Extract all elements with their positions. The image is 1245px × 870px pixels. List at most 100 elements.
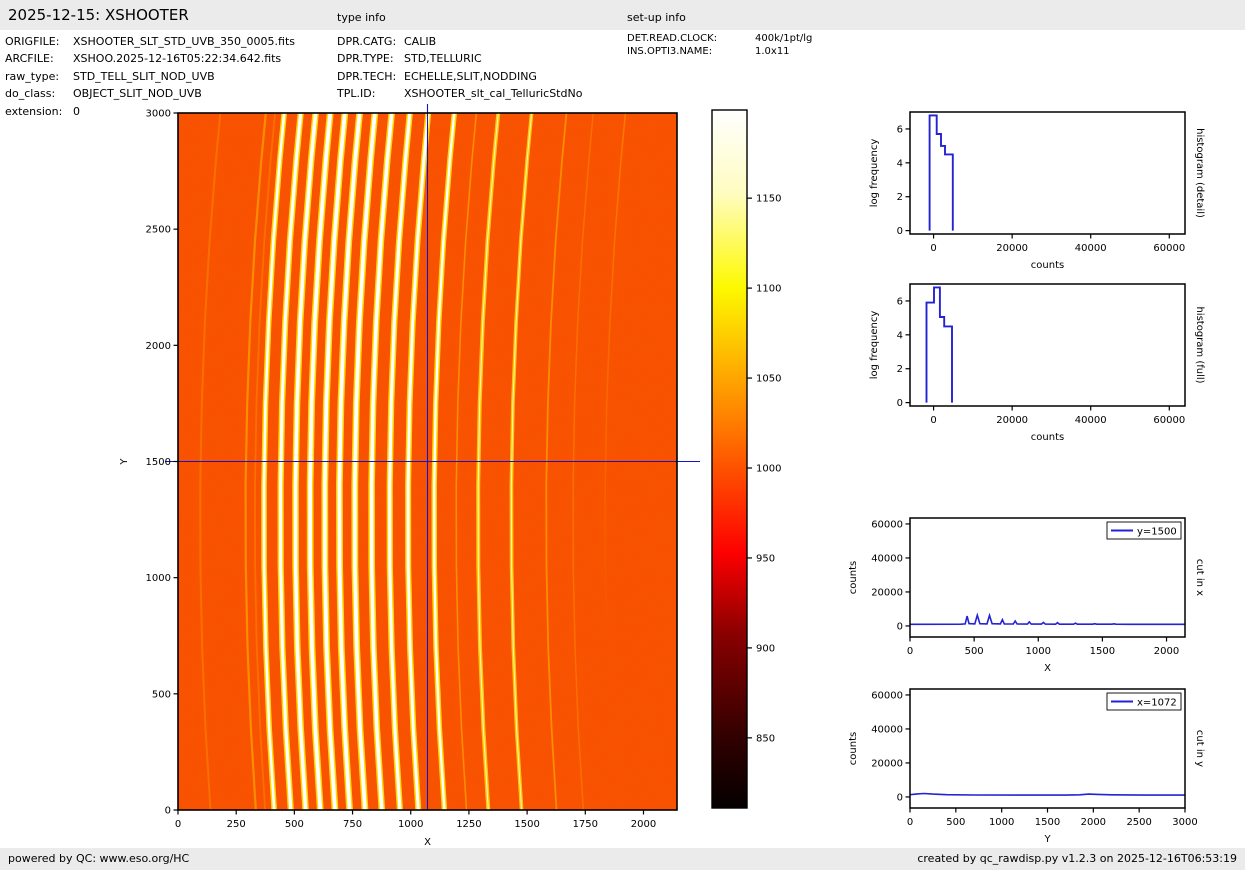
- y-tick-label: 1500: [146, 457, 171, 468]
- meta-label: extension:: [5, 104, 63, 118]
- y-tick-label: 6: [897, 296, 903, 307]
- header-bar: 2025-12-15: XSHOOTER type info set-up in…: [0, 0, 1245, 30]
- data-curve: [909, 612, 1185, 626]
- echelle-order: [477, 113, 499, 810]
- x-tick-label: 1000: [398, 819, 423, 830]
- colorbar-tick-label: 1000: [756, 463, 781, 474]
- yaxis-label: log frequency: [869, 311, 880, 380]
- x-tick-label: 250: [227, 819, 246, 830]
- echelle-order: [244, 113, 267, 810]
- x-tick-label: 500: [965, 646, 984, 657]
- y-tick-label: 1000: [146, 573, 171, 584]
- plot-right-label: cut in x: [1194, 559, 1205, 596]
- raw-image-plot: 0 250 500 750 1000 1250 1500 1750 2000 0 500 1000 15…: [119, 104, 700, 848]
- echelle-order: [278, 113, 303, 810]
- meta-row: ORIGFILE: XSHOOTER_SLT_STD_UVB_350_0005.f…: [5, 33, 295, 50]
- legend-label: y=1500: [1137, 527, 1177, 538]
- echelle-order: [352, 113, 377, 810]
- x-tick-label: 750: [343, 819, 362, 830]
- footer-created-by: created by qc_rawdisp.py v1.2.3 on 2025-…: [917, 852, 1237, 865]
- x-tick-label: 2000: [631, 819, 656, 830]
- meta-value: CALIB: [404, 35, 437, 48]
- meta-value: STD_TELL_SLIT_NOD_UVB: [73, 69, 215, 83]
- x-tick-label: 1000: [1026, 646, 1051, 657]
- xaxis-label: counts: [1031, 260, 1064, 271]
- meta-row: do_class: OBJECT_SLIT_NOD_UVB: [5, 85, 295, 102]
- echelle-order: [254, 113, 276, 810]
- x-tick-label: 0: [930, 415, 936, 426]
- xaxis-label: counts: [1031, 432, 1064, 443]
- meta-label: DPR.CATG:: [337, 35, 397, 48]
- echelle-order: [604, 113, 627, 810]
- meta-value: 0: [73, 104, 80, 118]
- x-tick-label: 500: [285, 819, 304, 830]
- meta-value: XSHOO.2025-12-16T05:22:34.642.fits: [73, 52, 282, 66]
- histogram-full-plot: 0 20000 40000 60000 0 2 4 6 counts log frequency h…: [869, 283, 1205, 443]
- echelle-order: [432, 113, 456, 810]
- x-tick-label: 0: [907, 646, 913, 657]
- x-tick-label: 1750: [573, 819, 598, 830]
- x-tick-label: 1500: [1035, 817, 1060, 828]
- qc-figure-canvas: 0 250 500 750 1000 1250 1500 1750 20000500100015…: [119, 104, 1205, 848]
- y-tick-label: 4: [897, 330, 903, 341]
- echelle-order: [293, 113, 318, 810]
- y-tick-label: 2000: [146, 341, 171, 352]
- meta-value: XSHOOTER_SLT_STD_UVB_350_0005.fits: [73, 35, 295, 48]
- meta-value: ECHELLE,SLIT,NODDING: [404, 69, 537, 83]
- axis-ticks: 0 20000 40000 60000 0 2 4 6: [897, 296, 1186, 426]
- y-tick-label: 2: [897, 192, 903, 203]
- legend-box: [1106, 692, 1182, 711]
- histogram-detail-plot: 0 20000 40000 60000 0 2 4 6 counts log frequency h…: [869, 111, 1205, 271]
- echelle-order: [388, 113, 412, 810]
- meta-row: INS.OPTI3.NAME: 1.0x11: [627, 45, 812, 58]
- colorbar-tick-label: 1150: [756, 194, 781, 205]
- echelle-order: [406, 113, 430, 810]
- meta-label: INS.OPTI3.NAME:: [627, 46, 713, 57]
- data-curve: [909, 792, 1185, 796]
- echelle-order: [455, 113, 478, 810]
- axes-frame: [909, 283, 1186, 407]
- y-tick-label: 0: [897, 226, 903, 237]
- x-tick-label: 60000: [1153, 415, 1185, 426]
- axes-frame: [909, 517, 1186, 638]
- legend-label: x=1072: [1137, 698, 1177, 709]
- yaxis-label: log frequency: [869, 139, 880, 208]
- y-tick-label: 0: [897, 792, 903, 803]
- legend: x=1072: [1106, 692, 1182, 711]
- xaxis-label: Y: [1043, 834, 1051, 845]
- legend: y=1500: [1106, 521, 1182, 540]
- x-tick-label: 1250: [456, 819, 481, 830]
- x-tick-label: 1500: [1090, 646, 1115, 657]
- x-tick-label: 1000: [989, 817, 1014, 828]
- x-tick-label: 20000: [996, 415, 1028, 426]
- xaxis-label: X: [1044, 663, 1051, 674]
- plot-right-label: histogram (detail): [1194, 128, 1205, 218]
- meta-row: DET.READ.CLOCK: 400k/1pt/lg: [627, 32, 812, 45]
- echelle-order: [199, 113, 222, 810]
- setup-info-list: DET.READ.CLOCK: 400k/1pt/lg INS.OPTI3.NAME…: [627, 32, 812, 58]
- data-curve: [925, 286, 953, 403]
- meta-label: ORIGFILE:: [5, 35, 60, 48]
- meta-label: DET.READ.CLOCK:: [627, 33, 718, 44]
- y-tick-label: 60000: [871, 519, 903, 530]
- meta-label: DPR.TYPE:: [337, 52, 394, 66]
- colorbar-tick-label: 900: [756, 643, 775, 654]
- meta-row: DPR.TECH: ECHELLE,SLIT,NODDING: [337, 68, 582, 85]
- x-tick-label: 2000: [1081, 817, 1106, 828]
- cut-in-y-plot: 0 500 1000 1500 2000 2500 3000 0 20000 40000 60000…: [848, 688, 1205, 845]
- page-title: 2025-12-15: XSHOOTER: [8, 6, 189, 24]
- x-tick-label: 1500: [514, 819, 539, 830]
- meta-row: ARCFILE: XSHOO.2025-12-16T05:22:34.642.fi…: [5, 50, 295, 67]
- plot-right-label: histogram (full): [1194, 306, 1205, 383]
- axis-ticks: 0 20000 40000 60000 0 2 4 6: [897, 124, 1186, 254]
- echelle-order: [308, 113, 333, 810]
- legend-box: [1106, 521, 1182, 540]
- y-tick-label: 500: [152, 689, 171, 700]
- footer-powered-by: powered by QC: www.eso.org/HC: [8, 852, 190, 865]
- yaxis-label: counts: [848, 561, 859, 594]
- echelle-order-stripes: [199, 113, 627, 810]
- meta-row: DPR.CATG: CALIB: [337, 33, 582, 50]
- colorbar-frame: [711, 109, 748, 809]
